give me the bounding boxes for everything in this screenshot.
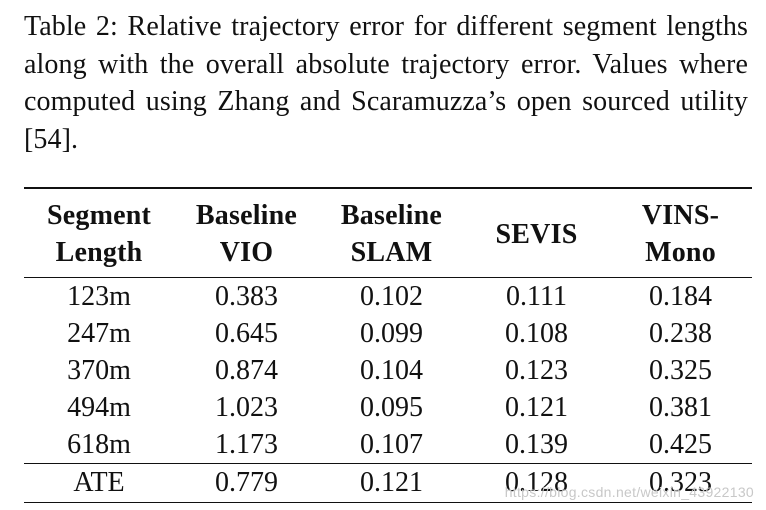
header-baseline-vio-line-2: VIO (219, 237, 274, 268)
table-ate-section: ATE 0.779 0.121 0.128 0.323 (24, 463, 752, 503)
cell-baseline-vio: 1.023 (215, 392, 278, 423)
cell-baseline-vio: 1.173 (215, 429, 278, 460)
cell-ate-baseline-vio: 0.779 (215, 467, 278, 498)
table-header: Segment Length Baseline VIO Baseline SLA… (24, 188, 752, 278)
cell-vins-mono: 0.381 (649, 392, 712, 423)
cell-ate-label: ATE (73, 467, 125, 498)
cell-ate-vins-mono: 0.323 (649, 467, 712, 498)
table-row: 370m 0.874 0.104 0.123 0.325 (24, 352, 752, 389)
table-row: 123m 0.383 0.102 0.111 0.184 (24, 278, 752, 316)
header-vins-mono-line-1: VINS- (641, 200, 720, 231)
cell-sevis: 0.123 (505, 355, 568, 386)
header-baseline-slam-line-1: Baseline (340, 200, 443, 231)
header-segment-length: Segment Length (24, 188, 174, 278)
cell-baseline-slam: 0.107 (360, 429, 423, 460)
trajectory-error-table: Segment Length Baseline VIO Baseline SLA… (24, 187, 752, 503)
results-table-container: Segment Length Baseline VIO Baseline SLA… (24, 187, 752, 503)
cell-vins-mono: 0.325 (649, 355, 712, 386)
cell-ate-baseline-slam: 0.121 (360, 467, 423, 498)
header-baseline-vio: Baseline VIO (174, 188, 319, 278)
cell-baseline-vio: 0.874 (215, 355, 278, 386)
cell-vins-mono: 0.238 (649, 318, 712, 349)
cell-segment-length: 247m (67, 318, 131, 349)
cell-segment-length: 123m (67, 281, 131, 312)
cell-ate-sevis: 0.128 (505, 467, 568, 498)
table-caption: Table 2: Relative trajectory error for d… (24, 11, 748, 155)
cell-vins-mono: 0.425 (649, 429, 712, 460)
cell-segment-length: 370m (67, 355, 131, 386)
header-vins-mono: VINS- Mono (609, 188, 752, 278)
table-row: 494m 1.023 0.095 0.121 0.381 (24, 389, 752, 426)
cell-baseline-slam: 0.099 (360, 318, 423, 349)
cell-segment-length: 618m (67, 429, 131, 460)
cell-baseline-slam: 0.104 (360, 355, 423, 386)
cell-vins-mono: 0.184 (649, 281, 712, 312)
cell-sevis: 0.139 (505, 429, 568, 460)
watermark-url: https://blog.csdn.net/weixin_43922130 (504, 484, 754, 500)
cell-baseline-vio: 0.383 (215, 281, 278, 312)
table-body: 123m 0.383 0.102 0.111 0.184 247m 0.645 … (24, 278, 752, 464)
header-row: Segment Length Baseline VIO Baseline SLA… (24, 188, 752, 278)
header-sevis-label: SEVIS (495, 218, 578, 250)
table-row: 618m 1.173 0.107 0.139 0.425 (24, 426, 752, 464)
table-row: 247m 0.645 0.099 0.108 0.238 (24, 315, 752, 352)
cell-baseline-slam: 0.095 (360, 392, 423, 423)
header-vins-mono-line-2: Mono (645, 237, 716, 268)
ate-row: ATE 0.779 0.121 0.128 0.323 (24, 463, 752, 503)
cell-sevis: 0.108 (505, 318, 568, 349)
cell-sevis: 0.111 (506, 281, 567, 312)
header-sevis: SEVIS (464, 188, 609, 278)
cell-segment-length: 494m (67, 392, 131, 423)
cell-sevis: 0.121 (505, 392, 568, 423)
header-segment-line-2: Length (55, 237, 143, 268)
cell-baseline-slam: 0.102 (360, 281, 423, 312)
cell-baseline-vio: 0.645 (215, 318, 278, 349)
header-baseline-slam-line-2: SLAM (350, 237, 433, 268)
header-baseline-slam: Baseline SLAM (319, 188, 464, 278)
header-segment-line-1: Segment (46, 200, 152, 231)
header-baseline-vio-line-1: Baseline (195, 200, 298, 231)
